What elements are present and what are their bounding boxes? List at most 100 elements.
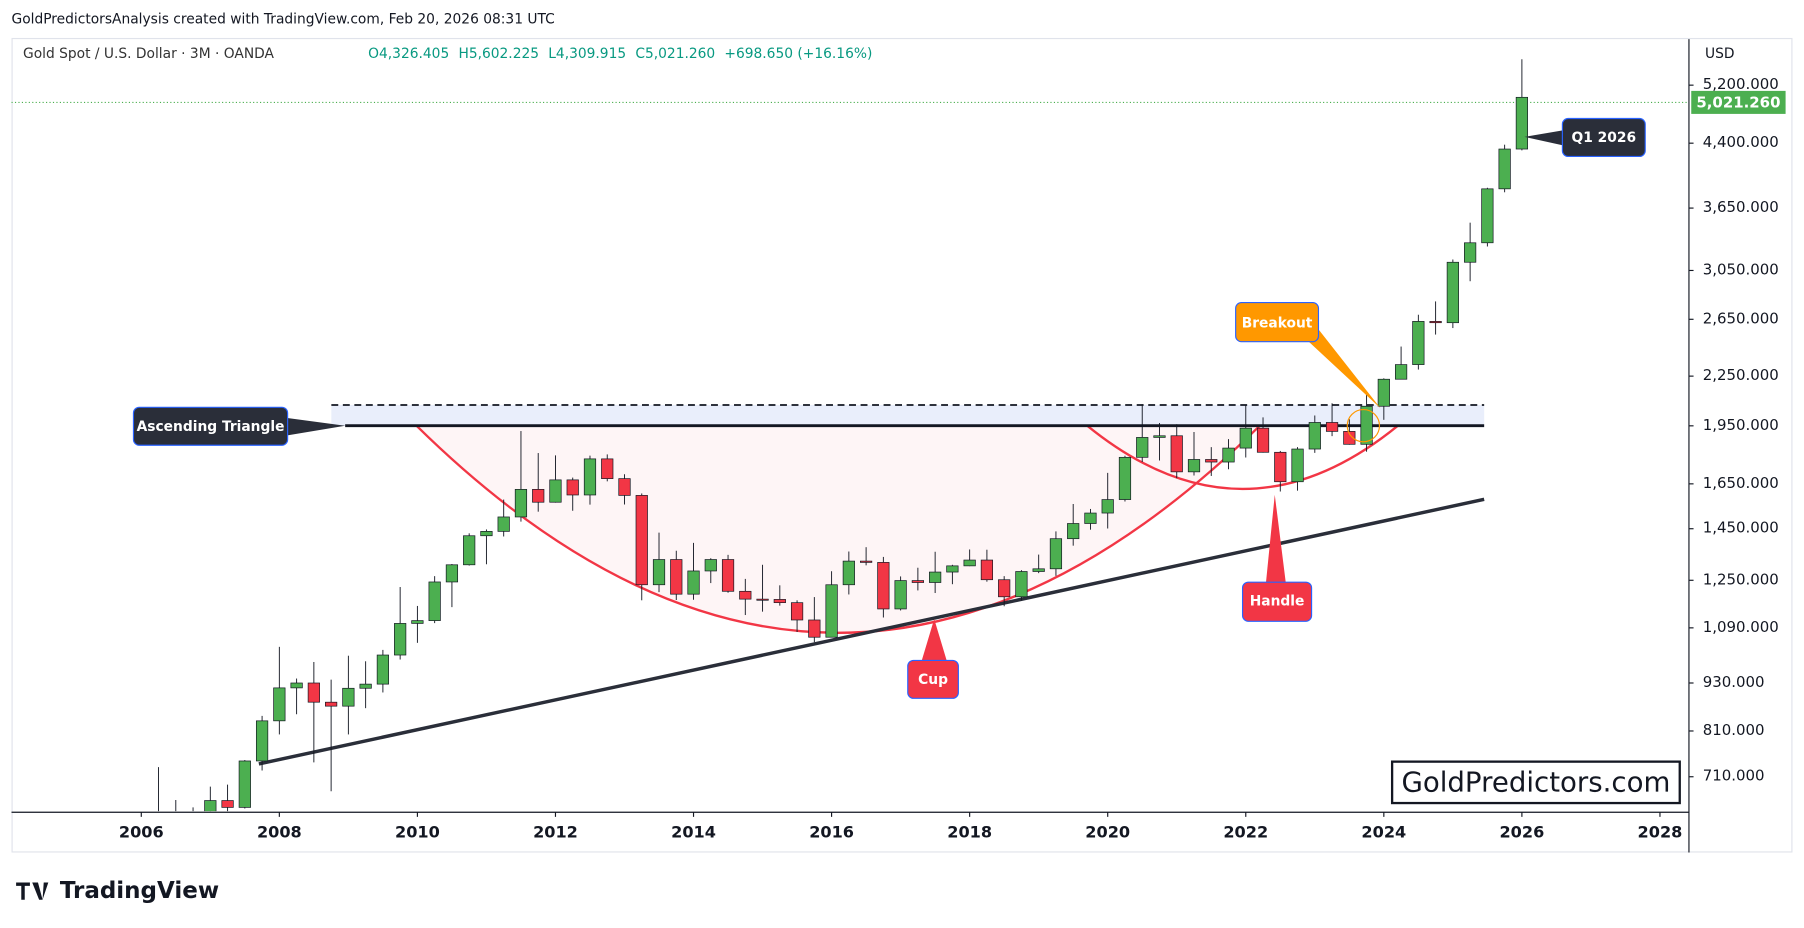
y-tick-label: 4,400.000 <box>1703 133 1779 151</box>
candle-body <box>1343 431 1356 445</box>
candle-body <box>601 458 614 479</box>
header: GoldPredictorsAnalysis created with Trad… <box>12 12 555 28</box>
candle-body <box>411 620 424 624</box>
candle-body <box>842 560 855 586</box>
candle-body <box>790 602 804 621</box>
candle-body <box>480 531 493 537</box>
candle-body <box>721 559 735 592</box>
candle-body <box>652 559 666 586</box>
candle-body <box>514 489 528 518</box>
candle-body <box>1239 427 1252 449</box>
candle-body <box>204 800 217 812</box>
candle-body <box>980 559 994 581</box>
ohlc-legend: L4,309.915 <box>548 46 626 62</box>
candle-body <box>1015 571 1028 598</box>
candle-body <box>1377 378 1390 407</box>
candle-body <box>307 682 320 703</box>
candle-body <box>860 560 873 563</box>
y-tick-label: 5,200.000 <box>1703 75 1779 93</box>
x-tick-label: 2020 <box>1085 822 1130 841</box>
last-price-badge <box>1691 90 1786 114</box>
annotation: Cup <box>918 672 948 688</box>
candle-body <box>756 598 769 601</box>
last-price: 5,021.260 <box>1696 94 1780 112</box>
candle-body <box>566 479 579 496</box>
y-tick-label: 930.000 <box>1703 673 1765 691</box>
candle-body <box>549 479 562 503</box>
candle-body <box>1308 422 1321 450</box>
symbol: Gold Spot / U.S. Dollar · 3M · OANDA <box>23 46 275 62</box>
candle-body <box>532 489 545 503</box>
triangle-band <box>331 404 1485 426</box>
x-tick-label: 2026 <box>1499 822 1544 841</box>
x-tick-label: 2006 <box>119 822 164 841</box>
candle-body <box>739 590 752 600</box>
y-tick-label: 710.000 <box>1703 767 1765 785</box>
pointer <box>920 618 949 665</box>
candle-body <box>1084 512 1097 524</box>
candle-body <box>359 683 372 689</box>
y-tick-label: 2,650.000 <box>1703 309 1779 327</box>
candle-body <box>877 562 890 610</box>
candle-body <box>1429 321 1442 324</box>
x-tick-label: 2022 <box>1223 822 1268 841</box>
candle-body <box>670 559 683 595</box>
label-box <box>1241 581 1313 622</box>
y-tick-label: 810.000 <box>1703 721 1765 739</box>
candle-body <box>394 623 407 656</box>
candle-body <box>255 720 269 762</box>
annotation: Handle <box>1250 594 1305 610</box>
y-tick-label: 1,650.000 <box>1703 474 1779 492</box>
y-tick-label: 3,650.000 <box>1703 198 1779 216</box>
candle-body <box>583 458 597 496</box>
y-tick-label: 2,250.000 <box>1703 366 1779 384</box>
x-tick-label: 2024 <box>1361 822 1406 841</box>
candle-body <box>1170 435 1183 473</box>
candle-body <box>497 516 510 532</box>
candle-body <box>1153 435 1166 438</box>
annotation: Q1 2026 <box>1572 130 1637 146</box>
ohlc-legend: O4,326.405 <box>368 46 449 62</box>
ohlc-legend: C5,021.260 <box>635 46 715 62</box>
candle-body <box>463 535 476 566</box>
candle-body <box>825 584 838 638</box>
y-tick-label: 1,090.000 <box>1703 618 1779 636</box>
candle-body <box>808 619 821 638</box>
x-tick-label: 2018 <box>947 822 992 841</box>
candle-body <box>946 565 959 573</box>
candle-body <box>1464 242 1477 263</box>
watermark: GoldPredictors.com <box>1401 765 1670 798</box>
pointer <box>1524 128 1572 148</box>
candle-body <box>773 599 786 604</box>
candle-body <box>894 580 907 610</box>
candle-body <box>1515 96 1528 150</box>
footer-logo: TradingView <box>60 878 219 904</box>
label-box <box>1235 302 1320 343</box>
annotation: Breakout <box>1242 315 1313 331</box>
candle-body <box>342 687 355 707</box>
candle-body <box>445 564 459 583</box>
frame <box>11 37 1793 853</box>
label-box <box>132 406 289 446</box>
candle-body <box>1205 459 1218 463</box>
candle-body <box>1481 188 1494 244</box>
candle-body <box>704 559 717 572</box>
candle-body <box>428 581 441 621</box>
ohlc-legend: H5,602.225 <box>458 46 539 62</box>
candle-body <box>1291 448 1304 483</box>
candle-body <box>618 478 631 496</box>
candle-body <box>1446 261 1459 324</box>
candle-body <box>376 654 389 685</box>
pointer <box>276 416 346 438</box>
breakout-circle <box>1346 409 1381 443</box>
candle-body <box>998 579 1011 598</box>
y-tick-label: 1,250.000 <box>1703 570 1779 588</box>
candle-body <box>1222 447 1235 463</box>
logo-mark <box>16 882 49 900</box>
candle-body <box>1274 451 1287 483</box>
candle-body <box>963 559 976 567</box>
candle-body <box>1049 538 1063 570</box>
label-box <box>907 659 959 699</box>
label-box <box>1561 117 1646 158</box>
